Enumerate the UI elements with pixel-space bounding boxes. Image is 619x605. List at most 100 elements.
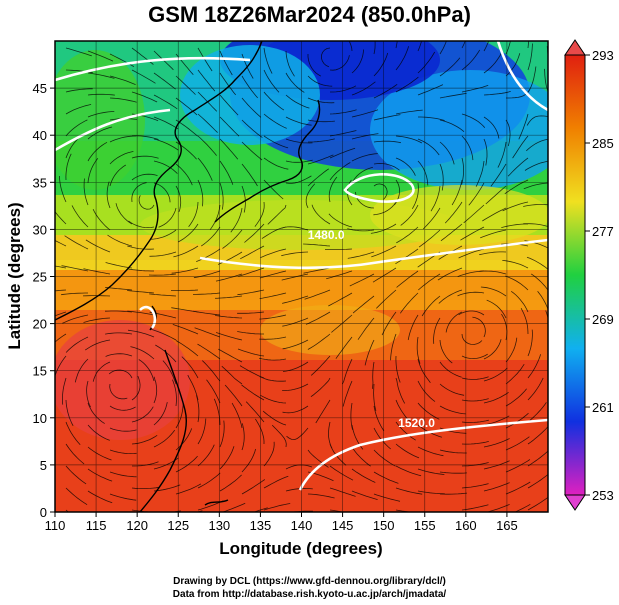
streamline xyxy=(138,359,155,382)
streamline xyxy=(395,248,419,265)
streamline xyxy=(310,355,331,376)
streamline xyxy=(153,116,179,130)
streamline xyxy=(65,104,92,115)
streamline xyxy=(440,514,467,517)
streamline xyxy=(87,424,110,441)
streamline xyxy=(326,270,353,280)
streamline xyxy=(416,336,421,364)
streamline xyxy=(285,50,295,77)
y-tick-label: 10 xyxy=(33,411,47,426)
streamline xyxy=(395,76,419,93)
streamline xyxy=(461,113,486,128)
streamline xyxy=(215,332,243,341)
streamline xyxy=(241,75,259,99)
streamline xyxy=(87,446,112,461)
streamline xyxy=(65,119,88,137)
streamline xyxy=(439,141,455,165)
streamline xyxy=(373,383,377,411)
streamline xyxy=(417,160,429,186)
streamline xyxy=(497,141,507,168)
streamline xyxy=(219,138,239,160)
streamline xyxy=(259,336,287,340)
streamline xyxy=(83,317,111,323)
streamline xyxy=(87,50,114,62)
streamline xyxy=(131,406,154,423)
streamline xyxy=(461,41,466,49)
streamline xyxy=(357,317,375,340)
streamline xyxy=(175,340,199,357)
colorbar-bottom-arrow xyxy=(564,494,586,511)
streamline xyxy=(461,398,489,402)
streamline xyxy=(329,509,345,512)
streamline xyxy=(303,243,331,247)
streamline xyxy=(131,375,141,401)
streamline xyxy=(237,331,264,335)
streamline xyxy=(87,490,113,504)
streamline xyxy=(373,471,399,484)
streamline xyxy=(461,157,465,185)
streamline xyxy=(285,175,312,184)
streamline xyxy=(341,358,353,385)
streamline xyxy=(417,402,440,420)
streamline xyxy=(524,160,548,171)
streamline xyxy=(285,138,313,144)
wind-streamlines xyxy=(55,41,548,517)
streamline xyxy=(281,251,309,257)
streamline xyxy=(505,53,521,77)
streamline xyxy=(263,113,287,129)
streamline xyxy=(490,163,507,187)
streamline xyxy=(127,268,154,272)
streamline xyxy=(351,109,379,118)
streamline xyxy=(329,465,354,481)
streamline xyxy=(461,441,489,445)
streamline xyxy=(85,239,111,253)
streamline xyxy=(390,333,397,361)
streamline xyxy=(175,163,193,186)
streamline xyxy=(305,183,316,209)
streamline xyxy=(482,207,507,222)
streamline xyxy=(175,119,198,137)
streamline xyxy=(372,267,397,283)
streamline xyxy=(461,135,474,161)
streamline xyxy=(151,328,177,341)
streamline xyxy=(417,138,440,156)
streamline xyxy=(285,72,305,93)
streamline xyxy=(348,41,353,52)
streamline xyxy=(349,273,375,287)
streamline xyxy=(153,94,178,110)
streamline xyxy=(282,405,309,414)
streamline xyxy=(439,57,461,77)
streamline xyxy=(259,314,287,320)
streamline xyxy=(194,327,221,338)
streamline xyxy=(153,160,178,174)
streamline xyxy=(439,383,465,396)
streamline xyxy=(149,293,177,297)
streamline xyxy=(324,248,353,250)
streamline xyxy=(396,270,419,288)
streamline xyxy=(260,394,287,404)
streamline xyxy=(263,475,289,489)
streamline xyxy=(418,229,441,248)
streamline xyxy=(395,399,412,423)
streamline xyxy=(523,223,548,227)
streamline xyxy=(230,207,243,233)
streamline xyxy=(231,402,243,429)
y-tick-label: 35 xyxy=(33,175,47,190)
streamline xyxy=(107,234,133,247)
streamline xyxy=(381,311,397,336)
streamline xyxy=(526,256,548,270)
streamline xyxy=(395,465,422,477)
streamline xyxy=(537,290,548,311)
streamline xyxy=(307,168,330,187)
streamline xyxy=(259,357,287,361)
streamline xyxy=(219,446,235,470)
streamline xyxy=(396,226,419,244)
streamline xyxy=(188,201,199,228)
streamline xyxy=(373,114,401,121)
streamline xyxy=(65,88,93,93)
streamline xyxy=(87,72,115,79)
streamline xyxy=(520,308,529,335)
streamline xyxy=(65,47,92,57)
streamline xyxy=(307,154,334,165)
streamline xyxy=(417,380,436,402)
